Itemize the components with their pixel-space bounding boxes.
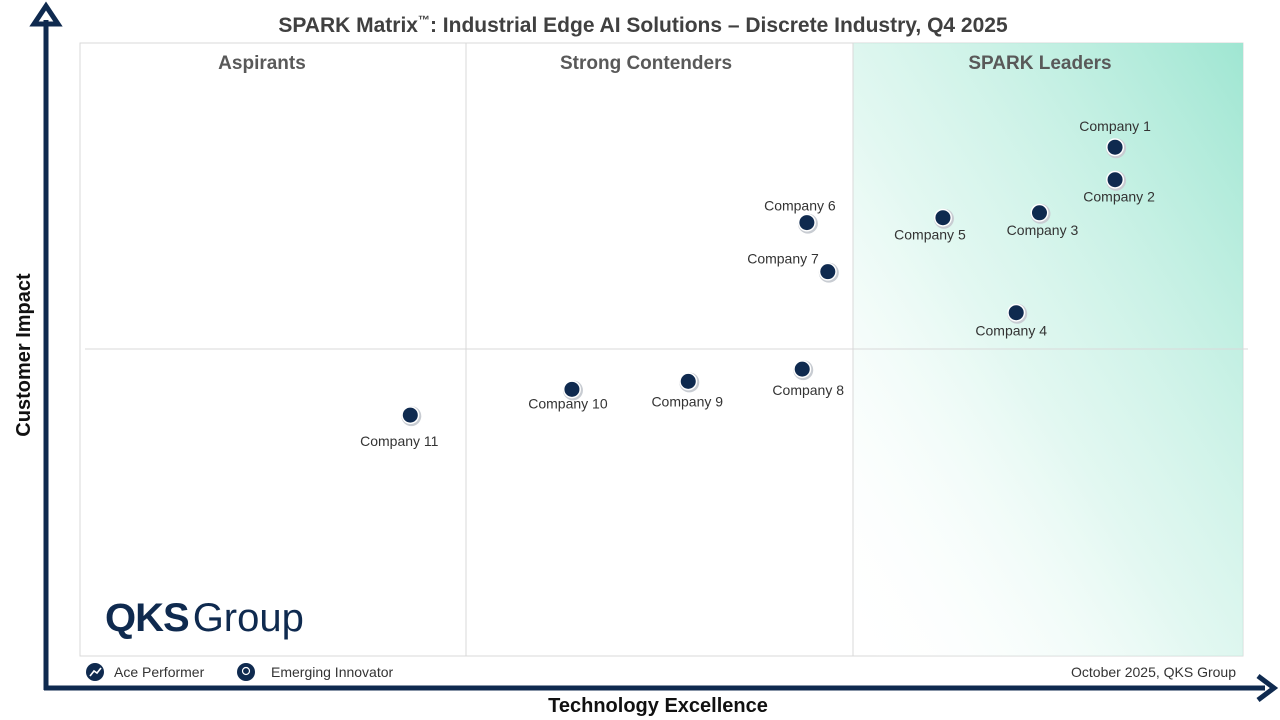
footer-source: October 2025, QKS Group [1071, 664, 1236, 680]
data-point[interactable]: Company 2 [1083, 170, 1155, 205]
data-point-label: Company 10 [528, 395, 608, 411]
data-point-marker[interactable] [820, 264, 836, 280]
legend-emerging-innovator: Emerging Innovator [271, 664, 394, 680]
quadrant-title-leaders: SPARK Leaders [968, 53, 1111, 74]
logo-light: Group [193, 596, 304, 640]
y-axis-arrowhead [29, 1, 63, 27]
data-point-marker[interactable] [564, 381, 580, 397]
data-point-label: Company 9 [651, 393, 723, 409]
x-axis-label: Technology Excellence [548, 695, 768, 717]
data-point-label: Company 8 [772, 382, 844, 398]
data-point-marker[interactable] [935, 210, 951, 226]
data-point[interactable]: Company 11 [360, 406, 439, 449]
y-axis-label: Customer Impact [13, 273, 35, 437]
data-point-label: Company 3 [1007, 222, 1079, 238]
qks-group-logo: QKS Group [105, 596, 304, 640]
data-point[interactable]: Company 1 [1079, 118, 1151, 159]
chart-title-rest: : Industrial Edge AI Solutions – Discret… [430, 14, 1008, 37]
quadrant-title-strong-contenders: Strong Contenders [560, 53, 732, 74]
data-point-marker[interactable] [680, 373, 696, 389]
data-point-marker[interactable] [794, 361, 810, 377]
data-point-marker[interactable] [799, 215, 815, 231]
chart-title: SPARK Matrix™: Industrial Edge AI Soluti… [278, 13, 1008, 37]
data-points: Company 1 Company 2 Company 3 Company 4 Comp… [360, 118, 1155, 449]
data-point-marker[interactable] [1107, 139, 1123, 155]
chart-title-main: SPARK Matrix [278, 14, 418, 37]
data-point[interactable]: Company 7 [747, 251, 839, 283]
data-point[interactable]: Company 4 [975, 303, 1047, 339]
data-point[interactable]: Company 6 [764, 198, 836, 234]
data-point[interactable]: Company 5 [894, 208, 966, 243]
data-point-marker[interactable] [1107, 172, 1123, 188]
legend-ace-performer: Ace Performer [114, 664, 205, 680]
lightbulb-icon-glyph [241, 666, 251, 676]
data-point-label: Company 1 [1079, 118, 1151, 134]
data-point-label: Company 6 [764, 198, 836, 214]
data-point-marker[interactable] [1031, 205, 1047, 221]
data-point-label: Company 4 [975, 323, 1047, 339]
data-point[interactable]: Company 8 [772, 360, 844, 398]
data-point-label: Company 11 [360, 433, 439, 449]
data-point-label: Company 2 [1083, 189, 1155, 205]
quadrant-title-aspirants: Aspirants [218, 53, 306, 74]
logo-bold: QKS [105, 596, 189, 640]
x-axis-arrowhead [1256, 674, 1279, 702]
data-point-marker[interactable] [402, 407, 418, 423]
data-point-label: Company 7 [747, 251, 819, 267]
chart-title-trademark: ™ [418, 13, 430, 27]
data-point[interactable]: Company 10 [528, 380, 608, 411]
data-point-label: Company 5 [894, 227, 966, 243]
data-point[interactable]: Company 3 [1007, 203, 1079, 238]
data-point-marker[interactable] [1008, 305, 1024, 321]
trend-up-icon-glyph [89, 667, 102, 677]
lightbulb-icon [237, 663, 255, 681]
data-point[interactable]: Company 9 [651, 372, 723, 409]
legend: Ace Performer Emerging Innovator [86, 663, 394, 681]
